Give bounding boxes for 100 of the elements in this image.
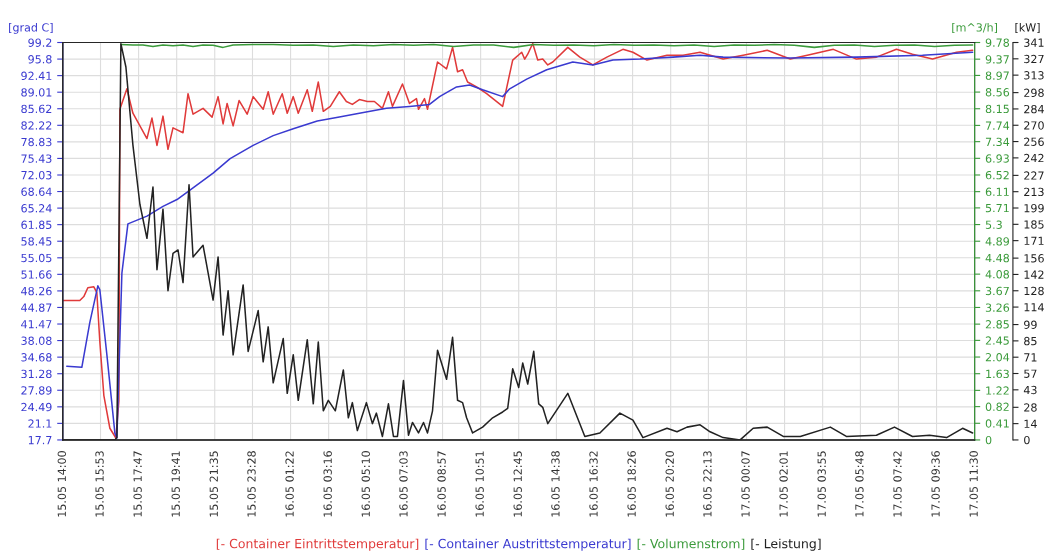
y-tick-label: 48.26	[21, 286, 52, 296]
x-tick-label: 16.05 12:45	[513, 451, 522, 517]
y2-tick-label: 0.82	[985, 402, 1009, 411]
y-tick-label: 92.41	[21, 71, 52, 80]
y2-tick-label: 3.26	[985, 303, 1010, 312]
y3-tick-label: 156	[1024, 254, 1044, 263]
x-tick-label: 17.05 00:07	[741, 451, 750, 517]
x-tick-label: 17.05 07:42	[893, 451, 902, 517]
x-tick-label: 17.05 05:48	[855, 451, 864, 517]
x-tick-label: 17.05 03:55	[817, 451, 826, 517]
y2-tick-label: 1.63	[986, 369, 1009, 379]
y2-tick-label: 7.74	[985, 121, 1010, 130]
y3-tick-label: 313	[1024, 71, 1044, 80]
y-tick-label: 38.08	[21, 336, 52, 345]
y-tick-label: 21.1	[28, 419, 52, 428]
x-tick-label: 16.05 22:13	[703, 451, 712, 517]
y2-axis-title: [m^3/h]	[952, 23, 997, 33]
y-tick-label: 27.89	[21, 386, 52, 395]
y3-axis-title: [kW]	[1015, 23, 1040, 33]
text: [- Volumenstrom]	[637, 538, 745, 550]
x-tick-label: 15.05 23:28	[247, 451, 256, 517]
y2-tick-label: 1.22	[986, 386, 1009, 395]
y3-tick-label: 128	[1024, 286, 1044, 296]
y-tick-label: 58.45	[21, 237, 52, 246]
y-tick-label: 85.62	[21, 104, 52, 114]
y-tick-label: 41.47	[21, 320, 52, 329]
y2-tick-label: 3.67	[985, 286, 1009, 296]
x-tick-label: 15.05 15:53	[95, 451, 104, 517]
y2-tick-label: 8.56	[985, 88, 1010, 97]
y3-tick-label: 327	[1024, 54, 1044, 64]
y-tick-label: 31.28	[21, 369, 52, 379]
y3-tick-label: 43	[1023, 385, 1037, 395]
y3-tick-label: 256	[1024, 137, 1044, 146]
x-tick-label: 15.05 14:00	[57, 451, 66, 517]
y-tick-label: 89.01	[21, 88, 52, 97]
y-tick-label: 65.24	[21, 204, 52, 213]
x-tick-label: 16.05 20:20	[665, 451, 674, 517]
y3-tick-label: 71	[1024, 353, 1037, 362]
y-tick-label: 44.87	[21, 303, 52, 312]
y-tick-label: 82.22	[21, 121, 52, 130]
y-tick-label: 99.2	[28, 38, 52, 47]
y3-tick-label: 341	[1024, 38, 1044, 47]
text: [- Container Eintrittstemperatur]	[216, 538, 419, 551]
x-tick-label: 15.05 21:35	[209, 451, 218, 517]
y-tick-label: 68.64	[21, 187, 52, 196]
y2-tick-label: 9.78	[985, 38, 1010, 47]
y2-tick-label: 0	[985, 435, 992, 445]
y3-tick-label: 85	[1024, 336, 1037, 346]
y-tick-label: 95.8	[28, 55, 52, 64]
y3-tick-label: 142	[1024, 270, 1044, 279]
y-tick-label: 34.68	[21, 353, 52, 362]
x-tick-label: 16.05 14:38	[551, 451, 560, 517]
x-tick-label: 15.05 17:47	[133, 451, 142, 517]
y3-tick-label: 28	[1024, 403, 1037, 412]
y-tick-label: 75.43	[21, 154, 52, 163]
y-tick-label: 72.03	[21, 170, 52, 180]
y3-tick-label: 14	[1024, 419, 1037, 428]
y3-tick-label: 242	[1024, 153, 1044, 163]
y3-tick-label: 99	[1024, 320, 1037, 329]
x-tick-label: 16.05 08:57	[437, 451, 446, 517]
y3-tick-label: 114	[1024, 303, 1044, 312]
y-tick-label: 55.05	[21, 253, 52, 263]
text: [- Leistung]	[751, 538, 821, 551]
x-tick-label: 15.05 19:41	[171, 451, 180, 517]
y3-tick-label: 171	[1024, 236, 1044, 245]
x-tick-label: 16.05 18:26	[627, 451, 636, 517]
y2-tick-label: 9.37	[985, 55, 1009, 64]
y2-tick-label: 0.41	[985, 419, 1009, 428]
y3-tick-label: 270	[1024, 121, 1044, 130]
y2-tick-label: 8.97	[985, 71, 1009, 80]
x-tick-label: 17.05 02:01	[779, 451, 788, 517]
y3-tick-label: 298	[1024, 88, 1044, 97]
x-tick-label: 16.05 05:10	[361, 451, 370, 517]
y3-tick-label: 284	[1024, 104, 1044, 114]
y2-tick-label: 4.89	[985, 237, 1009, 246]
y-tick-label: 51.66	[21, 270, 52, 279]
x-tick-label: 17.05 09:36	[931, 451, 940, 517]
y3-tick-label: 185	[1024, 220, 1044, 229]
y2-tick-label: 7.34	[985, 137, 1010, 147]
y2-tick-label: 2.45	[985, 336, 1009, 345]
y2-tick-label: 5.3	[985, 220, 1002, 229]
y3-tick-label: 199	[1024, 203, 1044, 213]
y3-tick-label: 227	[1024, 171, 1044, 180]
y2-tick-label: 6.52	[985, 170, 1009, 180]
x-tick-label: 16.05 10:51	[475, 451, 484, 517]
x-tick-label: 17.05 11:30	[969, 451, 978, 517]
text: [- Container Austrittstemperatur]	[425, 538, 631, 551]
y-tick-label: 78.83	[21, 137, 52, 147]
y2-tick-label: 6.11	[985, 187, 1009, 197]
y-tick-label: 24.49	[21, 402, 52, 412]
x-tick-label: 16.05 07:03	[399, 451, 408, 517]
y2-tick-label: 6.93	[985, 154, 1009, 163]
x-tick-label: 16.05 01:22	[285, 451, 294, 517]
y-axis-title: [grad C]	[9, 23, 53, 34]
y2-tick-label: 2.85	[985, 320, 1009, 329]
x-tick-label: 16.05 16:32	[589, 451, 598, 517]
y3-tick-label: 57	[1024, 369, 1037, 378]
y-tick-label: 61.85	[21, 220, 52, 230]
y2-tick-label: 4.48	[985, 253, 1010, 263]
y2-tick-label: 8.15	[985, 104, 1009, 114]
